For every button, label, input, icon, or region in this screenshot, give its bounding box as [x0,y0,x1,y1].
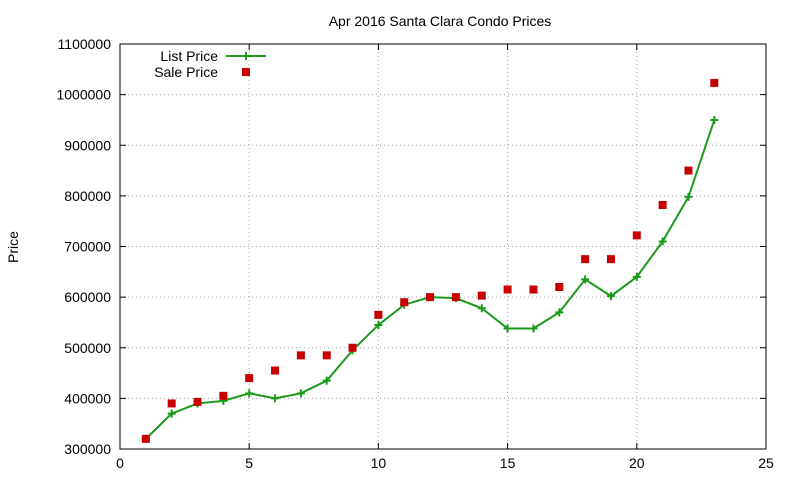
sale-price-point [503,285,512,294]
sale-price-point [529,285,538,294]
sale-price-point [296,351,305,360]
list-price-point [296,389,305,398]
list-price-point [606,292,615,301]
sale-price-point [271,366,280,375]
list-price-point [503,324,512,333]
x-tick-label: 10 [371,455,387,471]
y-tick-label: 1100000 [58,36,112,52]
y-tick-label: 600000 [64,289,111,305]
sale-price-point [632,231,641,240]
sale-price-point [348,343,357,352]
series [141,78,719,443]
sale-price-point [374,310,383,319]
sale-price-point [684,166,693,175]
sale-price-point [581,255,590,264]
series-1 [141,78,719,443]
list-price-line [145,119,716,440]
sale-price-point [141,434,150,443]
x-tick-label: 25 [758,455,774,471]
list-price-point [477,304,486,313]
list-price-point [710,115,719,124]
y-tick-label: 400000 [64,390,111,406]
x-tick-label: 20 [629,455,645,471]
legend-label-1: Sale Price [154,64,218,80]
y-axis-label: Price [5,231,21,263]
list-price-point [632,272,641,281]
y-tick-label: 700000 [64,239,111,255]
sale-price-point [219,391,228,400]
list-price-point [245,389,254,398]
list-price-point [658,237,667,246]
x-tick-label: 15 [500,455,516,471]
list-price-point [374,320,383,329]
list-price-point [529,324,538,333]
list-price-point [322,376,331,385]
sale-price-point [555,283,564,291]
legend-label-0: List Price [160,48,218,64]
sale-price-point [477,291,486,300]
series-0 [141,115,719,443]
sale-price-point [400,298,409,307]
sale-price-point [606,255,615,264]
chart-title: Apr 2016 Santa Clara Condo Prices [329,13,552,29]
sale-price-point [322,351,331,360]
axis-ticks: 0 5 10 15 20 25 300000 400000 500000 600000 700000… [56,36,774,471]
x-tick-label: 5 [245,455,253,471]
sale-price-point [245,374,254,383]
sale-price-point [167,399,176,408]
legend-square-swatch [242,68,250,76]
x-tick-label: 0 [116,455,124,471]
sale-price-point [193,397,202,406]
list-price-point [555,308,564,317]
sale-price-point [451,293,460,302]
grid [120,44,766,449]
list-price-point [684,192,693,201]
list-price-point [271,394,280,403]
sale-price-point [658,200,667,209]
y-tick-label: 500000 [64,340,111,356]
y-tick-label: 800000 [64,188,111,204]
y-tick-label: 1000000 [56,87,111,103]
sale-price-point [710,78,719,87]
legend-plus-swatch [242,52,250,60]
y-tick-label: 900000 [64,137,111,153]
list-price-point [167,409,176,418]
list-price-point [581,275,590,284]
y-tick-label: 300000 [64,441,111,457]
sale-price-point [426,293,435,302]
